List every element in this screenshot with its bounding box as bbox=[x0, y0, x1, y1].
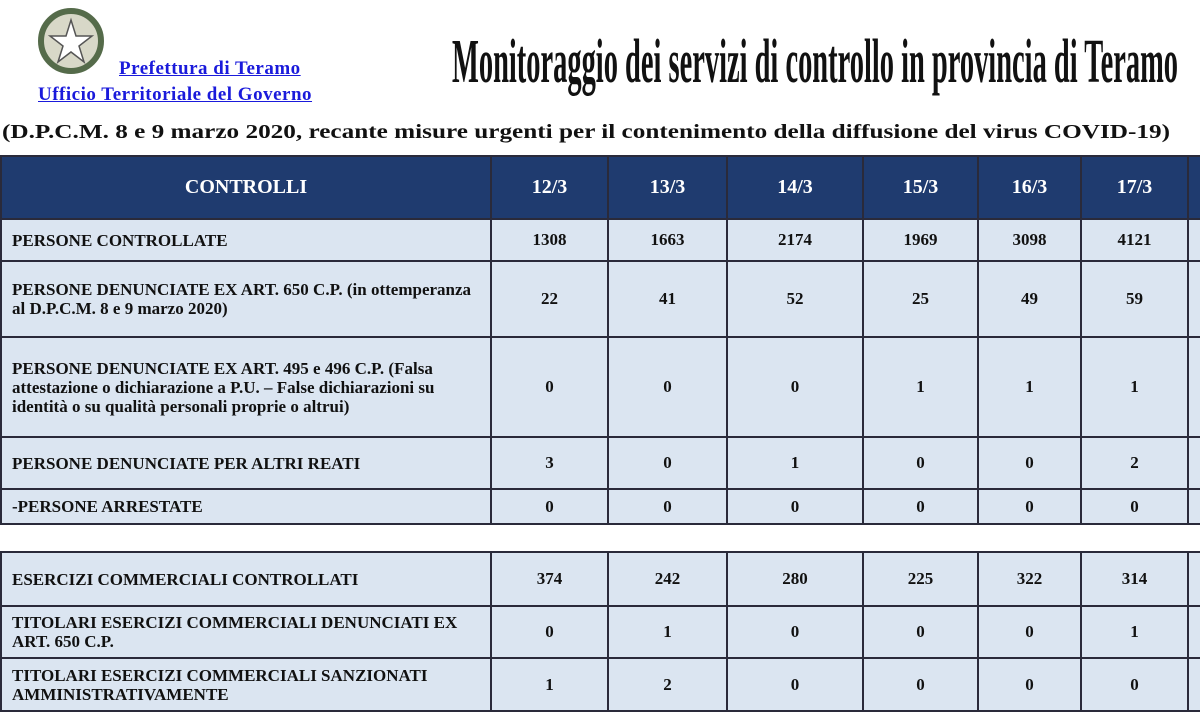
row-label: PERSONE DENUNCIATE EX ART. 495 e 496 C.P… bbox=[0, 336, 492, 438]
cell: 225 bbox=[862, 551, 979, 607]
column-header: 12/3 bbox=[490, 155, 609, 220]
cell: 1308 bbox=[490, 218, 609, 262]
cell: 0 bbox=[607, 488, 728, 525]
cell: 2 bbox=[607, 657, 728, 712]
row-label: PERSONE CONTROLLATE bbox=[0, 218, 492, 262]
row: PERSONE DENUNCIATE PER ALTRI REATI 3 0 1 0 0 2 bbox=[0, 436, 1200, 490]
row: TITOLARI ESERCIZI COMMERCIALI SANZIONATI… bbox=[0, 657, 1200, 712]
row-label: PERSONE DENUNCIATE EX ART. 650 C.P. (in … bbox=[0, 260, 492, 338]
column-header: 17/3 bbox=[1080, 155, 1189, 220]
row: PERSONE DENUNCIATE EX ART. 650 C.P. (in … bbox=[0, 260, 1200, 338]
cell: 0 bbox=[490, 488, 609, 525]
titles: Monitoraggio dei servizi di controllo in… bbox=[2, 28, 1178, 143]
row: -PERSONE ARRESTATE 0 0 0 0 0 0 bbox=[0, 488, 1200, 525]
header-row: CONTROLLI 12/3 13/3 14/3 15/3 16/3 17/3 bbox=[0, 155, 1200, 220]
row: PERSONE CONTROLLATE 1308 1663 2174 1969 3098 4… bbox=[0, 218, 1200, 262]
row: ESERCIZI COMMERCIALI CONTROLLATI 374 242 28… bbox=[0, 551, 1200, 607]
cell: 49 bbox=[977, 260, 1082, 338]
column-header: 14/3 bbox=[726, 155, 864, 220]
cell: 1 bbox=[726, 436, 864, 490]
cell: 0 bbox=[862, 488, 979, 525]
cell-cut bbox=[1187, 436, 1200, 490]
cell: 0 bbox=[726, 336, 864, 438]
cell: 2 bbox=[1080, 436, 1189, 490]
row-label: TITOLARI ESERCIZI COMMERCIALI DENUNCIATI… bbox=[0, 605, 492, 659]
cell: 1 bbox=[490, 657, 609, 712]
cell: 1 bbox=[607, 605, 728, 659]
cell: 0 bbox=[977, 657, 1082, 712]
row: PERSONE DENUNCIATE EX ART. 495 e 496 C.P… bbox=[0, 336, 1200, 438]
cell: 1 bbox=[977, 336, 1082, 438]
row-label: -PERSONE ARRESTATE bbox=[0, 488, 492, 525]
cell-cut bbox=[1187, 260, 1200, 338]
cell: 1 bbox=[862, 336, 979, 438]
cell: 0 bbox=[607, 436, 728, 490]
row-label: ESERCIZI COMMERCIALI CONTROLLATI bbox=[0, 551, 492, 607]
cell: 1 bbox=[1080, 605, 1189, 659]
cell: 0 bbox=[726, 488, 864, 525]
cell: 4121 bbox=[1080, 218, 1189, 262]
org-office: Ufficio Territoriale del Governo bbox=[38, 84, 313, 105]
row: TITOLARI ESERCIZI COMMERCIALI DENUNCIATI… bbox=[0, 605, 1200, 659]
cell: 0 bbox=[977, 436, 1082, 490]
cell: 59 bbox=[1080, 260, 1189, 338]
title: Monitoraggio dei servizi di controllo in… bbox=[452, 28, 1178, 96]
cell: 0 bbox=[490, 605, 609, 659]
column-header: 16/3 bbox=[977, 155, 1082, 220]
column-header: 13/3 bbox=[607, 155, 728, 220]
cell: 41 bbox=[607, 260, 728, 338]
column-header: 15/3 bbox=[862, 155, 979, 220]
cell: 0 bbox=[726, 605, 864, 659]
cell: 0 bbox=[607, 336, 728, 438]
cell-cut bbox=[1187, 218, 1200, 262]
cell-cut bbox=[1187, 336, 1200, 438]
cell: 3 bbox=[490, 436, 609, 490]
cell-cut bbox=[1187, 551, 1200, 607]
cell: 0 bbox=[726, 657, 864, 712]
cell: 52 bbox=[726, 260, 864, 338]
cell: 0 bbox=[1080, 488, 1189, 525]
cell: 2174 bbox=[726, 218, 864, 262]
table-people: CONTROLLI 12/3 13/3 14/3 15/3 16/3 17/3 PERSONE… bbox=[0, 155, 1200, 525]
column-header: CONTROLLI bbox=[0, 155, 492, 220]
cell: 0 bbox=[862, 436, 979, 490]
cell: 1969 bbox=[862, 218, 979, 262]
cell: 1663 bbox=[607, 218, 728, 262]
cell: 322 bbox=[977, 551, 1082, 607]
cell: 1 bbox=[1080, 336, 1189, 438]
cell: 314 bbox=[1080, 551, 1189, 607]
cell: 0 bbox=[977, 605, 1082, 659]
cell: 374 bbox=[490, 551, 609, 607]
org-name: Prefettura di Teramo bbox=[119, 58, 301, 79]
cell-cut bbox=[1187, 657, 1200, 712]
cell: 3098 bbox=[977, 218, 1082, 262]
subtitle: (D.P.C.M. 8 e 9 marzo 2020, recante misu… bbox=[2, 121, 1170, 143]
column-header-cut bbox=[1187, 155, 1200, 220]
cell: 25 bbox=[862, 260, 979, 338]
cell: 280 bbox=[726, 551, 864, 607]
cell: 0 bbox=[490, 336, 609, 438]
cell-cut bbox=[1187, 605, 1200, 659]
cell: 0 bbox=[977, 488, 1082, 525]
cell-cut bbox=[1187, 488, 1200, 525]
row-label: PERSONE DENUNCIATE PER ALTRI REATI bbox=[0, 436, 492, 490]
cell: 242 bbox=[607, 551, 728, 607]
cell: 0 bbox=[1080, 657, 1189, 712]
table-shops: ESERCIZI COMMERCIALI CONTROLLATI 374 242 28… bbox=[0, 551, 1200, 712]
row-label: TITOLARI ESERCIZI COMMERCIALI SANZIONATI… bbox=[0, 657, 492, 712]
cell: 22 bbox=[490, 260, 609, 338]
cell: 0 bbox=[862, 605, 979, 659]
emblem bbox=[38, 8, 104, 74]
cell: 0 bbox=[862, 657, 979, 712]
